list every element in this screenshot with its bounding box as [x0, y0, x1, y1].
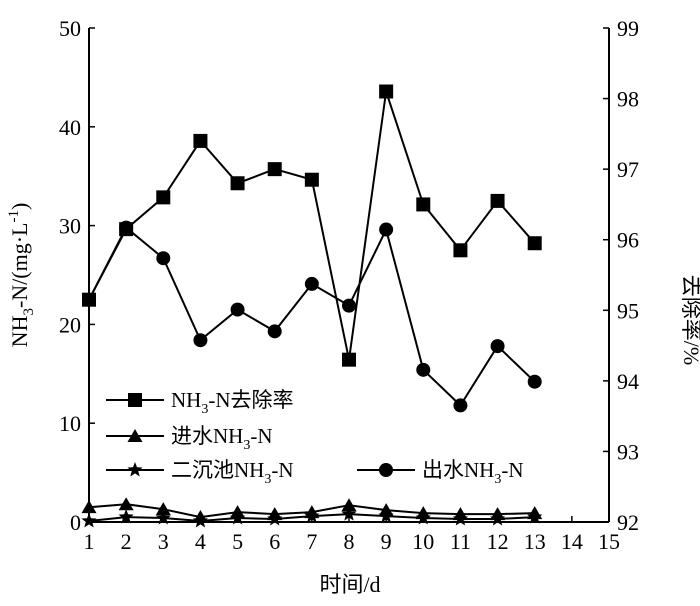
data-point-triangle [155, 502, 171, 516]
axes: 1 2 3 4 5 6 7 8 9 10 11 12 13 14 150102030405092939495… [59, 16, 639, 554]
data-point-circle [230, 302, 245, 317]
legend-label: NH3-N去除率 [171, 388, 294, 417]
series-circle [82, 220, 542, 413]
data-point-square [230, 176, 245, 191]
y-right-tick-label: 92 [617, 510, 639, 535]
y-left-tick-label: 0 [70, 510, 81, 535]
x-tick-label: 1 [84, 529, 95, 554]
legend-item: 出水NH3-N [357, 458, 524, 487]
x-tick-label: 9 [381, 529, 392, 554]
y-left-tick-label: 10 [59, 411, 81, 436]
x-tick-label: 10 [412, 529, 434, 554]
x-tick-label: 3 [158, 529, 169, 554]
data-point-star [81, 513, 97, 528]
y-right-tick-label: 97 [617, 157, 639, 182]
legend-marker-triangle [127, 429, 143, 442]
data-point-square [490, 193, 505, 208]
x-tick-label: 13 [524, 529, 546, 554]
data-point-circle [342, 298, 356, 313]
data-point-star [155, 510, 171, 525]
data-point-square [527, 236, 542, 251]
data-point-circle [156, 251, 171, 266]
data-point-star [304, 508, 320, 523]
x-tick-label: 8 [344, 529, 355, 554]
data-point-square [342, 352, 356, 367]
data-point-circle [527, 374, 542, 389]
data-point-square [119, 222, 134, 237]
data-point-circle [304, 276, 319, 291]
data-point-circle [490, 339, 505, 354]
legend-marker-circle [379, 463, 393, 477]
data-point-star [118, 509, 134, 524]
series-line [88, 91, 536, 360]
data-point-square [193, 133, 208, 148]
y-right-tick-label: 98 [617, 87, 639, 112]
x-tick-label: 11 [450, 529, 471, 554]
data-point-square [304, 172, 319, 187]
data-point-star [415, 510, 431, 525]
legend-marker-square [128, 393, 142, 407]
x-tick-label: 7 [306, 529, 317, 554]
legend-marker-star [127, 462, 143, 477]
y-right-tick-label: 93 [617, 439, 639, 464]
y-right-tick-label: 94 [617, 369, 639, 394]
data-point-square [379, 84, 394, 99]
data-point-square [416, 197, 431, 212]
series-star [81, 506, 543, 528]
x-tick-label: 14 [561, 529, 583, 554]
y-left-tick-label: 20 [59, 312, 81, 337]
data-point-triangle [118, 497, 134, 511]
data-point-square [82, 292, 96, 307]
series-square [82, 84, 542, 367]
legend-label: 二沉池NH3-N [171, 458, 294, 487]
y-right-tick-label: 96 [617, 228, 639, 253]
x-axis-title: 时间/d [319, 572, 380, 597]
data-point-circle [453, 398, 468, 413]
data-point-star [229, 510, 246, 525]
data-point-square [156, 190, 171, 205]
x-tick-label: 12 [487, 529, 509, 554]
x-tick-label: 15 [598, 529, 620, 554]
data-point-circle [379, 222, 394, 237]
data-point-circle [416, 362, 431, 377]
series-line [88, 226, 536, 407]
y-left-tick-label: 40 [59, 115, 81, 140]
legend-item: NH3-N去除率 [106, 388, 294, 417]
data-point-star [452, 511, 469, 526]
data-point-star [489, 511, 506, 526]
y-left-tick-label: 30 [59, 214, 81, 239]
series-layer [81, 84, 543, 528]
y-right-tick-label: 95 [617, 298, 639, 323]
legend-label: 出水NH3-N [422, 458, 524, 487]
data-point-star [192, 513, 209, 528]
legend-item: 二沉池NH3-N [106, 458, 294, 487]
data-point-triangle [81, 500, 97, 514]
data-point-circle [267, 324, 282, 339]
y-axis-right-title: 去除率/% [679, 275, 700, 365]
y-left-tick-label: 50 [59, 16, 81, 41]
x-tick-label: 6 [269, 529, 280, 554]
data-point-square [267, 162, 282, 177]
y-axis-left-title: NH3-N/(mg·L-1) [6, 203, 37, 348]
data-point-triangle [341, 498, 357, 512]
data-point-circle [193, 333, 208, 348]
data-point-square [453, 243, 468, 258]
x-tick-label: 5 [232, 529, 243, 554]
legend-label: 进水NH3-N [171, 424, 273, 453]
legend-item: 进水NH3-N [106, 424, 273, 453]
x-tick-label: 2 [121, 529, 132, 554]
data-point-star [378, 508, 394, 523]
data-point-star [267, 511, 283, 526]
y-right-tick-label: 99 [617, 16, 639, 41]
data-point-star [341, 506, 357, 521]
x-tick-label: 4 [195, 529, 206, 554]
data-point-star [527, 509, 543, 524]
